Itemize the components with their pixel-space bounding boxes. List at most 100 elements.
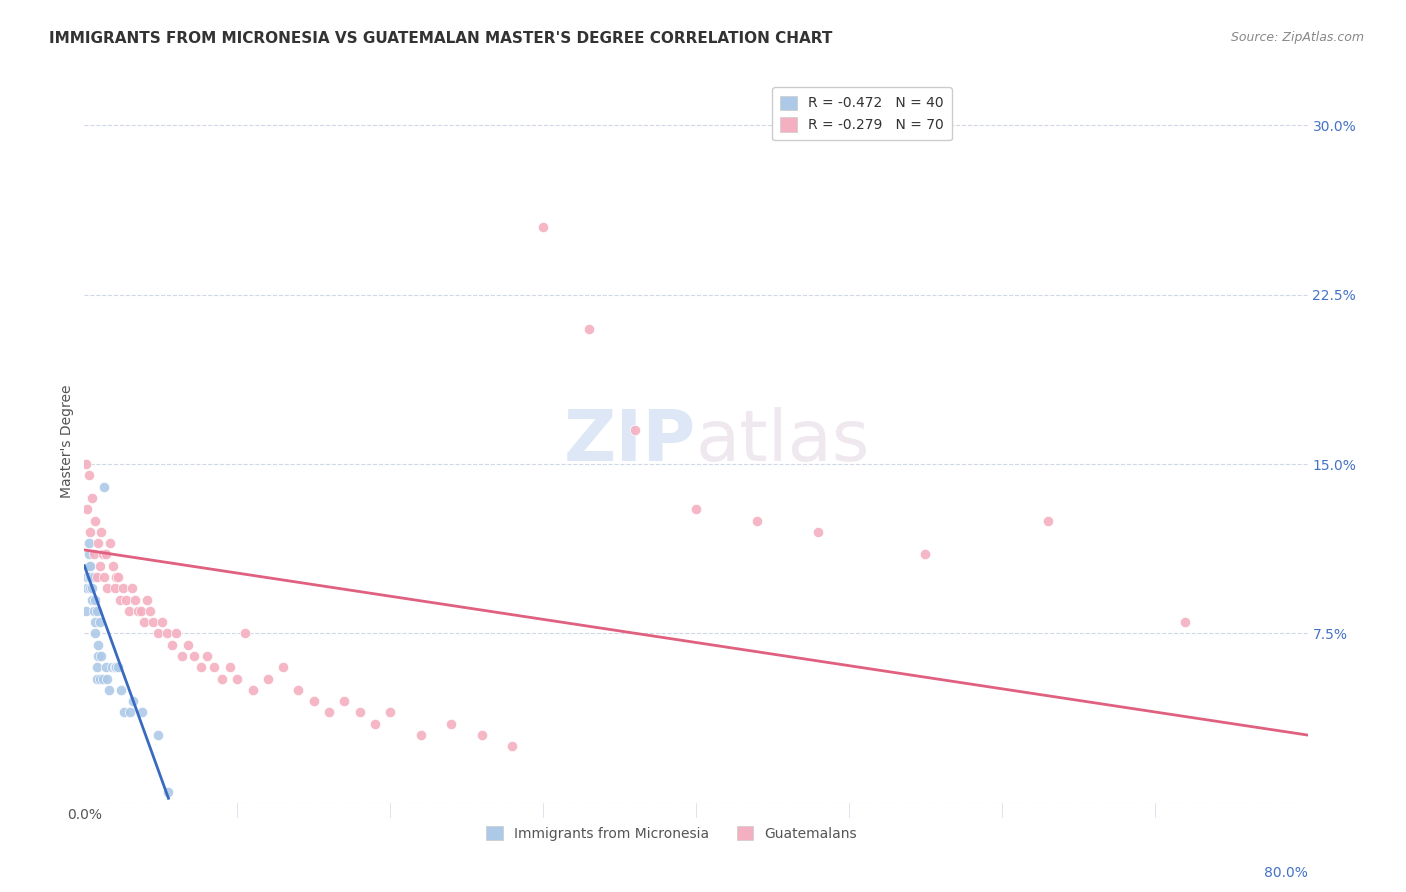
- Point: [96, 672, 118, 686]
- Point: [90, 648, 112, 663]
- Point: [90, 524, 112, 539]
- Point: [124, 592, 146, 607]
- Point: [271, 660, 294, 674]
- Point: [1174, 615, 1197, 630]
- Point: [86, 672, 108, 686]
- Point: [242, 682, 264, 697]
- Point: [107, 570, 129, 584]
- Point: [89, 558, 111, 573]
- Point: [76, 570, 98, 584]
- Point: [105, 660, 128, 674]
- Point: [118, 604, 141, 618]
- Point: [1036, 514, 1059, 528]
- Point: [302, 694, 325, 708]
- Point: [87, 536, 110, 550]
- Point: [114, 592, 136, 607]
- Point: [156, 626, 179, 640]
- Point: [578, 321, 600, 335]
- Point: [104, 582, 127, 596]
- Point: [318, 706, 340, 720]
- Point: [177, 638, 200, 652]
- Point: [84, 626, 107, 640]
- Point: [77, 536, 100, 550]
- Point: [86, 604, 108, 618]
- Point: [150, 615, 173, 630]
- Point: [87, 638, 110, 652]
- Point: [75, 457, 97, 471]
- Point: [122, 694, 145, 708]
- Point: [91, 548, 114, 562]
- Point: [157, 784, 180, 798]
- Point: [80, 592, 103, 607]
- Legend: Immigrants from Micronesia, Guatemalans: Immigrants from Micronesia, Guatemalans: [481, 821, 863, 847]
- Point: [80, 582, 103, 596]
- Point: [79, 558, 101, 573]
- Point: [531, 220, 554, 235]
- Point: [79, 570, 101, 584]
- Point: [624, 423, 647, 437]
- Point: [195, 648, 218, 663]
- Point: [83, 548, 105, 562]
- Point: [84, 592, 107, 607]
- Point: [120, 706, 142, 720]
- Text: Source: ZipAtlas.com: Source: ZipAtlas.com: [1230, 31, 1364, 45]
- Point: [110, 682, 132, 697]
- Point: [160, 638, 183, 652]
- Point: [107, 660, 129, 674]
- Point: [91, 672, 114, 686]
- Point: [136, 592, 159, 607]
- Point: [75, 604, 97, 618]
- Point: [139, 604, 162, 618]
- Point: [257, 672, 280, 686]
- Point: [146, 728, 169, 742]
- Point: [333, 694, 356, 708]
- Point: [142, 615, 165, 630]
- Point: [86, 570, 108, 584]
- Point: [183, 648, 205, 663]
- Point: [96, 582, 118, 596]
- Point: [190, 660, 212, 674]
- Text: 80.0%: 80.0%: [1264, 866, 1308, 880]
- Point: [79, 524, 101, 539]
- Point: [172, 648, 194, 663]
- Point: [79, 582, 101, 596]
- Text: ZIP: ZIP: [564, 407, 696, 476]
- Point: [129, 604, 152, 618]
- Point: [108, 592, 131, 607]
- Text: IMMIGRANTS FROM MICRONESIA VS GUATEMALAN MASTER'S DEGREE CORRELATION CHART: IMMIGRANTS FROM MICRONESIA VS GUATEMALAN…: [49, 31, 832, 46]
- Point: [747, 514, 769, 528]
- Point: [84, 514, 107, 528]
- Point: [409, 728, 432, 742]
- Y-axis label: Master's Degree: Master's Degree: [60, 384, 75, 499]
- Point: [83, 570, 105, 584]
- Point: [211, 672, 233, 686]
- Point: [111, 582, 134, 596]
- Point: [502, 739, 524, 754]
- Point: [77, 548, 100, 562]
- Point: [86, 660, 108, 674]
- Text: atlas: atlas: [696, 407, 870, 476]
- Point: [83, 604, 105, 618]
- Point: [146, 626, 169, 640]
- Point: [76, 582, 98, 596]
- Point: [131, 706, 153, 720]
- Point: [76, 502, 98, 516]
- Point: [287, 682, 309, 697]
- Point: [380, 706, 402, 720]
- Point: [80, 491, 103, 505]
- Point: [105, 570, 128, 584]
- Point: [87, 648, 110, 663]
- Point: [440, 716, 463, 731]
- Point: [364, 716, 387, 731]
- Point: [471, 728, 494, 742]
- Point: [84, 615, 107, 630]
- Point: [202, 660, 225, 674]
- Point: [127, 604, 149, 618]
- Point: [121, 582, 143, 596]
- Point: [98, 536, 121, 550]
- Point: [93, 480, 115, 494]
- Point: [94, 660, 117, 674]
- Point: [132, 615, 155, 630]
- Point: [233, 626, 256, 640]
- Point: [685, 502, 707, 516]
